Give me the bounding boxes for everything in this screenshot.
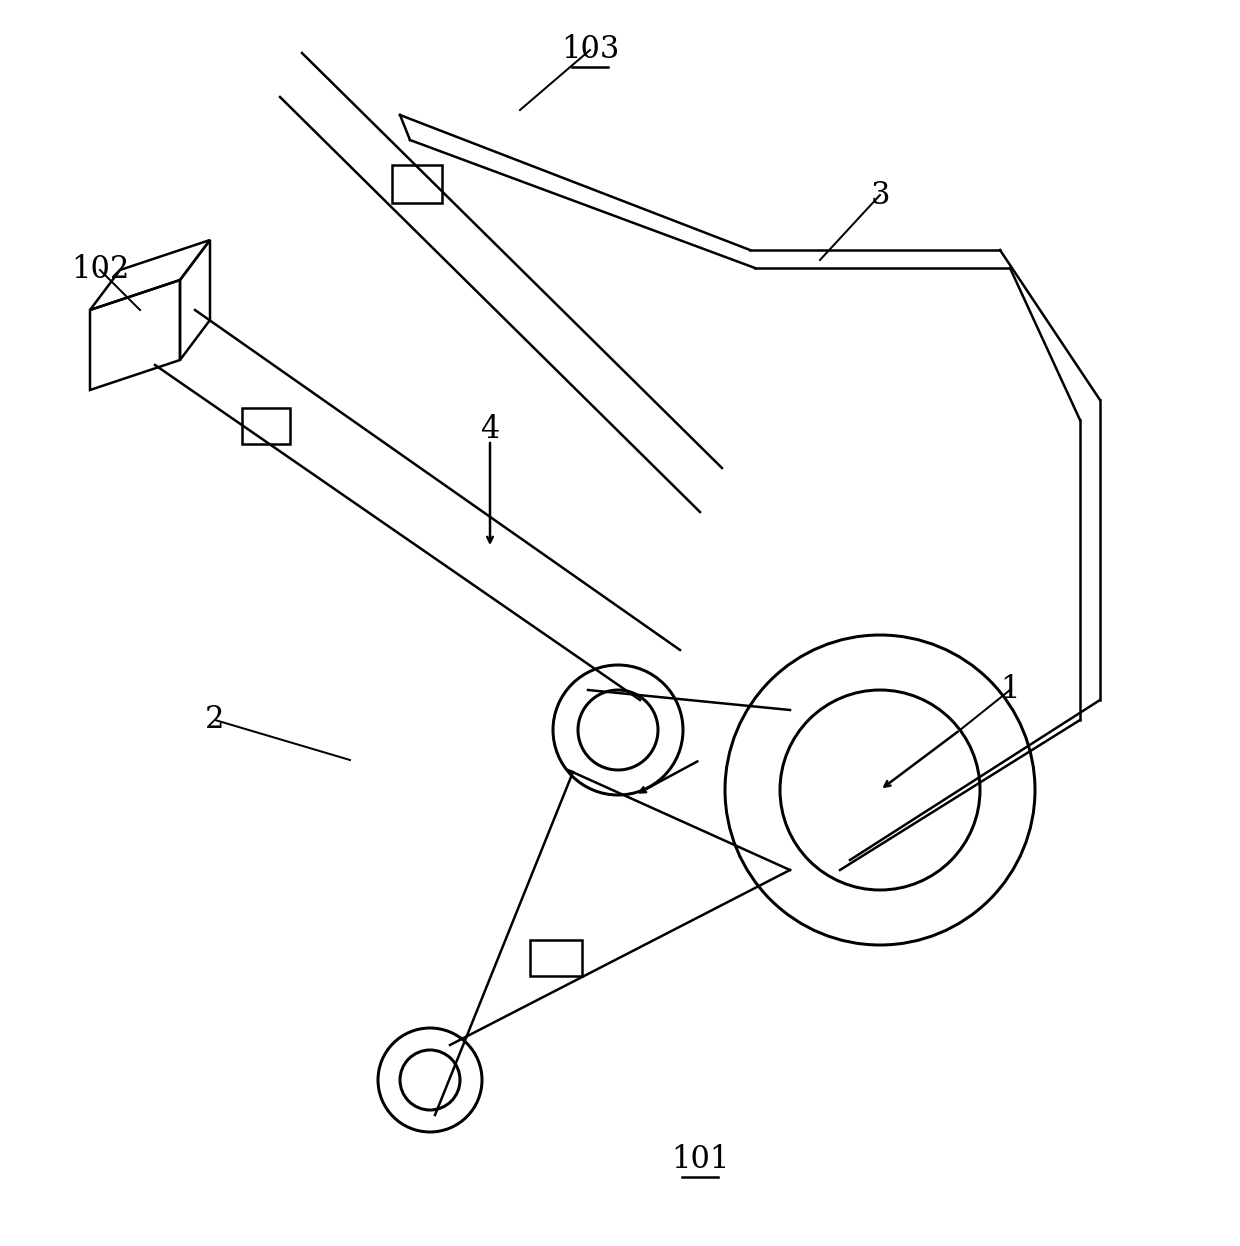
Bar (529, 939, 582, 976)
Text: 4: 4 (480, 415, 500, 446)
Text: 102: 102 (71, 254, 129, 285)
Bar (242, 407, 290, 444)
Text: 101: 101 (671, 1145, 729, 1175)
Bar (392, 164, 441, 203)
Text: 3: 3 (870, 179, 890, 211)
Text: 2: 2 (206, 704, 224, 735)
Text: 1: 1 (1001, 674, 1019, 705)
Text: 103: 103 (560, 35, 619, 66)
